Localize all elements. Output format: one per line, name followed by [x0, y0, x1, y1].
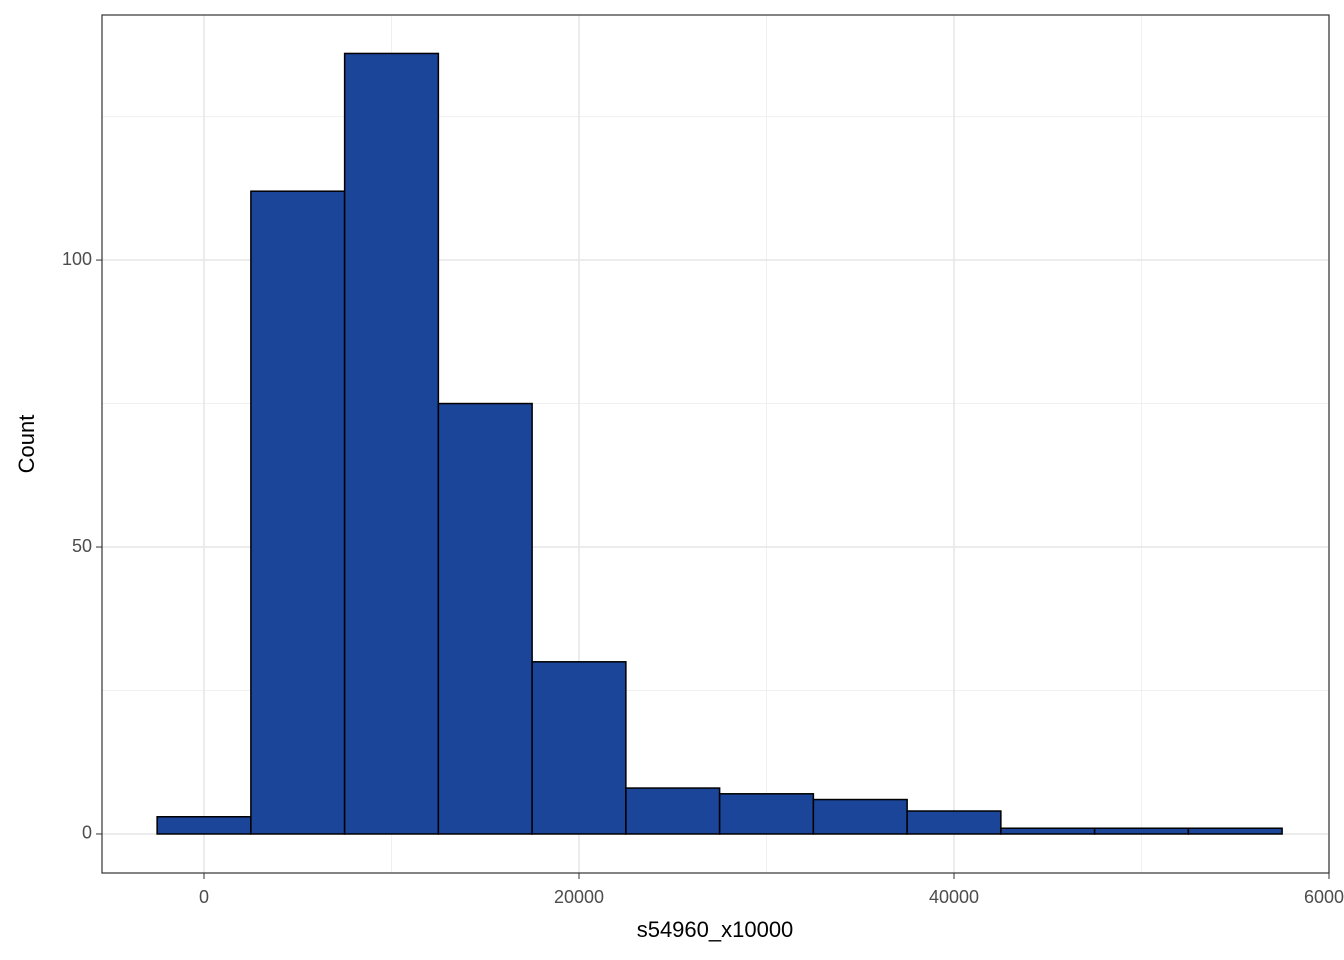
- y-tick-label: 50: [72, 536, 92, 556]
- bar: [250, 190, 346, 835]
- bar: [437, 402, 533, 835]
- bar: [1093, 827, 1190, 835]
- x-tick-label: 40000: [929, 887, 979, 907]
- y-tick-label: 0: [82, 823, 92, 843]
- bar: [156, 816, 252, 835]
- bar: [812, 798, 908, 835]
- bar: [906, 810, 1002, 835]
- bar: [343, 52, 440, 835]
- bar: [718, 793, 815, 835]
- x-axis-title: s54960_x10000: [637, 917, 794, 942]
- bar: [1187, 827, 1283, 835]
- bar: [1000, 827, 1096, 835]
- bar: [625, 787, 721, 835]
- bar: [531, 661, 627, 835]
- x-tick-label: 0: [199, 887, 209, 907]
- x-tick-label: 20000: [554, 887, 604, 907]
- panel-border: [101, 14, 1330, 874]
- y-tick-label: 100: [62, 249, 92, 269]
- y-axis-title: Count: [14, 415, 39, 474]
